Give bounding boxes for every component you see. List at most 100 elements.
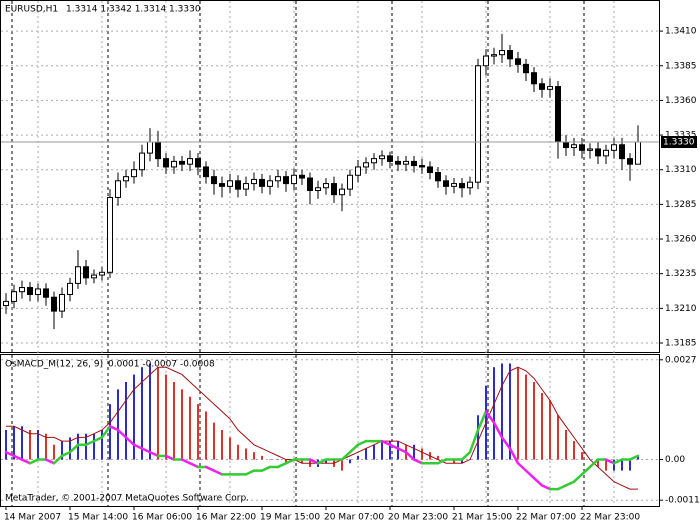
candle-body: [211, 176, 217, 185]
macd-segment: [92, 436, 104, 443]
macd-segment: [260, 465, 272, 472]
y-tick-label: 1.3235: [665, 269, 697, 279]
candle-body: [59, 293, 65, 312]
histogram-bar: [205, 411, 207, 460]
candle-body: [171, 160, 177, 168]
histogram-bar: [117, 389, 119, 460]
histogram-bar: [237, 444, 239, 460]
histogram-bar: [421, 448, 423, 460]
macd-segment: [212, 469, 224, 476]
macd-segment: [28, 458, 40, 465]
histogram-bar: [605, 459, 607, 471]
macd-segment: [204, 465, 216, 472]
histogram-bar: [517, 367, 519, 460]
candle-body: [515, 58, 521, 65]
day-separators: [11, 1, 585, 506]
candle-body: [147, 141, 153, 154]
candle-body: [27, 287, 33, 295]
macd-segment: [388, 443, 400, 450]
histogram-bar: [61, 441, 63, 460]
indicator-title: OsMACD_M(12, 26, 9): [5, 360, 103, 370]
macd-segment: [68, 443, 80, 454]
candle-body: [347, 174, 353, 190]
candle-body: [179, 160, 185, 165]
candle-body: [427, 166, 433, 173]
histogram-bar: [149, 363, 151, 460]
histogram-bar: [573, 441, 575, 460]
macd-segment: [116, 428, 128, 439]
candle-body: [35, 288, 41, 295]
x-tick-label: 20 Mar 07:00: [324, 513, 384, 523]
candle-body: [339, 188, 345, 196]
histogram-bar: [557, 415, 559, 460]
candle-body: [43, 288, 49, 298]
macd-segment: [4, 450, 16, 458]
macd-segment: [580, 465, 592, 476]
candle-body: [251, 178, 257, 185]
y-tick-label: 1.3260: [665, 235, 697, 245]
candle-body: [403, 160, 409, 165]
histogram-bar: [581, 452, 583, 460]
macd-segment: [476, 410, 488, 432]
histogram-bar: [525, 374, 527, 460]
macd-segment: [404, 450, 416, 461]
macd-segment: [188, 462, 200, 469]
candle-body: [139, 152, 145, 171]
candle-body: [499, 50, 505, 56]
candle-body: [259, 178, 265, 187]
histogram-bar: [541, 393, 543, 460]
histogram-bar: [341, 459, 343, 471]
macd-segment: [628, 454, 640, 461]
macd-segment: [108, 425, 120, 432]
candle-body: [355, 166, 361, 176]
histogram-bar: [437, 455, 439, 460]
macd-segment: [124, 436, 136, 447]
histogram-bar: [13, 426, 15, 460]
candle-body: [227, 180, 233, 187]
histogram-bar: [133, 374, 135, 460]
candle-body: [219, 183, 225, 187]
y-tick-label: 1.3335: [665, 131, 697, 141]
histogram-bar: [109, 404, 111, 460]
candle-body: [587, 148, 593, 151]
macd-segment: [412, 458, 424, 465]
candle-body: [187, 158, 193, 165]
candle-body: [475, 65, 481, 183]
histogram-bar: [621, 459, 623, 471]
x-tick-label: 22 Mar 07:00: [516, 513, 576, 523]
histogram-bar: [221, 430, 223, 460]
histogram-bar: [389, 441, 391, 460]
candle-body: [99, 271, 105, 276]
histogram-bar: [21, 426, 23, 460]
histogram-bar: [245, 448, 247, 460]
y-tick-label: 1.3310: [665, 165, 697, 175]
x-tick-label: 20 Mar 23:00: [388, 513, 448, 523]
macd-segment: [60, 450, 72, 458]
x-tick-label: 15 Mar 14:00: [68, 513, 128, 523]
candle-body: [363, 162, 369, 168]
macd-segment: [244, 469, 256, 476]
histogram-bar: [101, 430, 103, 460]
candle-body: [635, 141, 641, 165]
candle-body: [195, 158, 201, 168]
histogram-bar: [477, 415, 479, 460]
x-tick-label: 22 Mar 23:00: [580, 513, 640, 523]
histogram-bar: [285, 459, 287, 464]
histogram-bar: [533, 381, 535, 460]
candle-body: [579, 144, 585, 151]
candle-body: [451, 183, 457, 187]
macd-segment: [164, 454, 176, 461]
y-tick-label: 1.3185: [665, 338, 697, 348]
macd-segment: [380, 439, 392, 447]
candle-body: [491, 54, 497, 57]
candle-body: [539, 83, 545, 90]
macd-segment: [524, 469, 536, 480]
histogram-bar: [453, 459, 455, 464]
histogram-bar: [565, 430, 567, 460]
candle-body: [435, 171, 441, 182]
histogram-bar: [501, 363, 503, 460]
histogram-bar: [413, 444, 415, 460]
macd-segment: [396, 447, 408, 454]
